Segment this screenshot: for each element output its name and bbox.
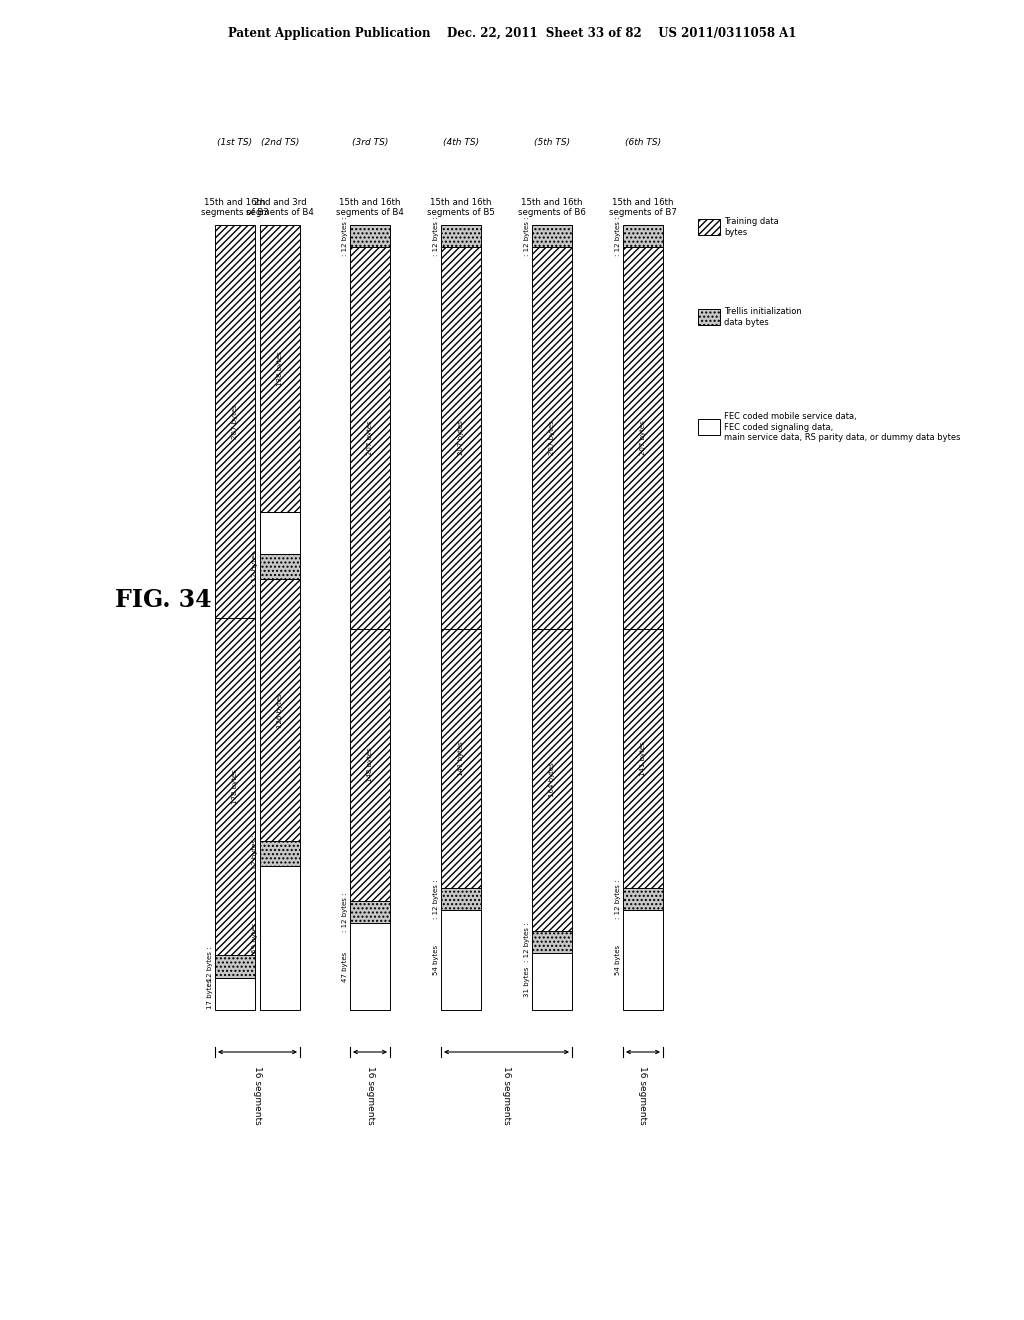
Bar [260, 841, 300, 866]
Bar [532, 224, 572, 247]
Text: : 12 bytes :: : 12 bytes : [433, 216, 439, 256]
Text: 15th and 16th
segments of B6: 15th and 16th segments of B6 [518, 198, 586, 216]
Bar [532, 953, 572, 1010]
Text: 16 segments: 16 segments [253, 1067, 262, 1125]
Bar [260, 579, 300, 841]
Bar [623, 628, 663, 888]
Bar [215, 224, 255, 618]
Bar [623, 247, 663, 628]
Text: Patent Application Publication    Dec. 22, 2011  Sheet 33 of 82    US 2011/03110: Patent Application Publication Dec. 22, … [227, 26, 797, 40]
Text: 15th and 16th
segments of B4: 15th and 16th segments of B4 [336, 198, 403, 216]
Bar [532, 247, 572, 628]
Text: : 12 bytes :: : 12 bytes : [524, 216, 530, 256]
Bar [698, 418, 720, 436]
Bar [215, 978, 255, 1010]
Bar [260, 866, 300, 1010]
Text: 31 bytes: 31 bytes [524, 966, 530, 997]
Bar [260, 224, 300, 512]
Text: : 12 bytes :: : 12 bytes : [524, 923, 530, 961]
Text: : 12 bytes :: : 12 bytes : [342, 892, 348, 932]
Text: : 12 bytes :: : 12 bytes : [252, 834, 258, 874]
Text: FEC coded mobile service data,
FEC coded signaling data,
main service data, RS p: FEC coded mobile service data, FEC coded… [724, 412, 961, 442]
Bar [623, 911, 663, 1010]
Text: FIG. 34: FIG. 34 [115, 587, 212, 612]
Text: 16 segments: 16 segments [639, 1067, 647, 1125]
Text: 126 bytes: 126 bytes [278, 693, 283, 727]
Bar [441, 888, 481, 911]
Bar [215, 954, 255, 978]
Bar [441, 911, 481, 1010]
Bar [441, 224, 481, 247]
Text: (2nd TS): (2nd TS) [261, 139, 299, 147]
Text: 164 bytes: 164 bytes [549, 762, 555, 797]
Text: 54 bytes: 54 bytes [433, 945, 439, 975]
Text: 16 segments: 16 segments [366, 1067, 375, 1125]
Text: : 12 bytes :: : 12 bytes : [207, 946, 213, 986]
Bar [260, 512, 300, 554]
Bar [623, 888, 663, 911]
Text: 69 bytes: 69 bytes [252, 923, 258, 953]
Text: : 12 bytes :: : 12 bytes : [342, 216, 348, 256]
Text: : 12 bytes :: : 12 bytes : [252, 546, 258, 586]
Text: : 12 bytes :: : 12 bytes : [615, 216, 621, 256]
Text: 15th and 16th
segments of B7: 15th and 16th segments of B7 [609, 198, 677, 216]
Text: 207 bytes: 207 bytes [232, 404, 238, 438]
Bar [441, 247, 481, 628]
Bar [350, 224, 390, 247]
Bar [215, 618, 255, 954]
Text: 54 bytes: 54 bytes [615, 945, 621, 975]
Bar [350, 924, 390, 1010]
Text: 207 bytes: 207 bytes [367, 421, 373, 455]
Text: 141 bytes: 141 bytes [458, 741, 464, 776]
Bar [698, 309, 720, 325]
Text: (1st TS): (1st TS) [217, 139, 253, 147]
Text: 17 bytes: 17 bytes [207, 978, 213, 1008]
Text: 141 bytes: 141 bytes [640, 741, 646, 776]
Text: : 12 bytes :: : 12 bytes : [433, 879, 439, 919]
Text: 207 bytes: 207 bytes [458, 421, 464, 455]
Text: 16 segments: 16 segments [502, 1067, 511, 1125]
Bar [532, 931, 572, 953]
Text: 148 bytes: 148 bytes [367, 747, 373, 783]
Text: 178 bytes: 178 bytes [232, 768, 238, 804]
Bar [441, 628, 481, 888]
Text: 207 bytes: 207 bytes [549, 421, 555, 455]
Text: 15th and 16th
segments of B3: 15th and 16th segments of B3 [201, 198, 269, 216]
Text: 138 bytes: 138 bytes [278, 351, 283, 387]
Text: Trellis initialization
data bytes: Trellis initialization data bytes [724, 308, 802, 327]
Bar [260, 554, 300, 579]
Text: (3rd TS): (3rd TS) [352, 139, 388, 147]
Text: (5th TS): (5th TS) [534, 139, 570, 147]
Text: (4th TS): (4th TS) [443, 139, 479, 147]
Text: : 12 bytes :: : 12 bytes : [615, 879, 621, 919]
Bar [698, 219, 720, 235]
Bar [350, 628, 390, 902]
Bar [532, 628, 572, 931]
Text: 2nd and 3rd
segments of B4: 2nd and 3rd segments of B4 [246, 198, 314, 216]
Text: 207 bytes: 207 bytes [640, 421, 646, 455]
Text: (6th TS): (6th TS) [625, 139, 662, 147]
Text: Training data
bytes: Training data bytes [724, 218, 778, 236]
Bar [350, 247, 390, 628]
Bar [623, 224, 663, 247]
Text: 15th and 16th
segments of B5: 15th and 16th segments of B5 [427, 198, 495, 216]
Text: 47 bytes: 47 bytes [342, 952, 348, 982]
Bar [350, 902, 390, 924]
